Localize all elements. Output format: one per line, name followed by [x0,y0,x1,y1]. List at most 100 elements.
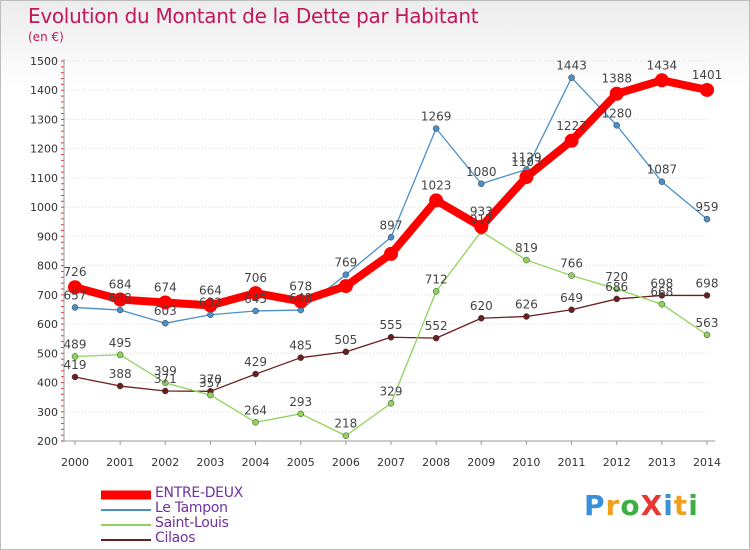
data-label: 388 [109,367,132,381]
data-point [432,125,440,132]
data-point [252,370,259,378]
data-point [387,333,395,341]
data-label: 357 [199,376,222,390]
x-tick-label: 2000 [61,456,89,469]
data-label: 897 [380,218,403,232]
x-tick-label: 2002 [151,456,179,469]
data-point [248,286,263,301]
data-point [68,280,82,295]
x-tick-label: 2006 [332,456,360,469]
x-tick-label: 2010 [512,456,540,469]
data-point [703,331,711,339]
data-point [523,313,530,320]
proxiti-logo: ProXiti [584,489,699,529]
y-tick-label: 1400 [30,84,58,97]
data-point [478,180,485,188]
data-label: 1434 [647,58,678,72]
data-point [71,353,79,360]
data-label: 603 [154,304,177,318]
chart-title: Evolution du Montant de la Dette par Hab… [28,4,479,28]
data-label: 485 [289,339,312,353]
data-label: 678 [289,279,312,293]
data-point [387,400,395,407]
data-point [700,82,714,97]
data-label: 620 [470,299,493,313]
data-label: 1227 [556,119,587,133]
legend-swatch [101,523,151,526]
data-point [568,306,575,314]
x-tick-label: 2008 [422,456,450,469]
data-label: 668 [650,285,673,299]
legend-item: Cilaos [101,530,351,547]
data-point [297,410,304,418]
data-label: 1103 [511,155,542,169]
data-point [429,193,444,208]
data-point [568,74,575,81]
logo-letter: o [620,489,641,522]
data-point [116,382,124,390]
data-label: 649 [560,291,583,305]
chart-legend: ENTRE-DEUX Le Tampon Saint-Louis Cilaos [101,485,351,547]
y-tick-label: 500 [37,347,58,360]
legend-label: Le Tampon [155,500,228,516]
legend-swatch [101,490,151,499]
data-label: 371 [154,372,177,386]
logo-letter: r [605,489,621,522]
data-label: 1280 [601,106,632,120]
data-label: 399 [154,364,177,378]
x-tick-label: 2011 [558,456,586,469]
legend-item: Le Tampon [101,500,351,517]
x-tick-label: 2013 [648,456,676,469]
data-label: 419 [64,358,87,372]
data-point [342,271,350,278]
data-label: 645 [244,292,267,306]
data-point [432,334,440,342]
data-point [293,294,308,309]
data-label: 698 [650,276,673,290]
logo-letter: P [584,489,606,522]
logo-letter: t [673,489,689,522]
legend-label: Saint-Louis [155,515,229,531]
data-label: 720 [605,270,628,284]
y-tick-label: 600 [37,318,58,331]
y-tick-label: 1200 [30,143,58,156]
data-label: 766 [560,257,583,271]
data-point [342,432,350,439]
data-label: 657 [64,288,87,302]
data-label: 626 [515,297,538,311]
data-point [523,256,530,264]
data-point [658,292,666,299]
data-point [478,314,485,322]
data-point [116,351,124,359]
y-tick-label: 1000 [30,201,58,214]
legend-swatch [101,538,151,541]
data-point [613,122,620,129]
data-label: 712 [425,272,448,286]
data-point [613,285,620,293]
data-label: 505 [334,333,357,347]
data-point [71,373,79,381]
data-point [207,311,214,318]
data-label: 293 [289,395,312,409]
y-tick-label: 1300 [30,113,58,126]
data-label: 648 [109,291,132,305]
y-tick-label: 1500 [30,55,58,68]
x-tick-label: 2014 [693,456,721,469]
x-tick-label: 2012 [603,456,631,469]
data-label: 698 [696,276,719,290]
data-point [162,379,169,387]
chart-subtitle: (en €) [28,30,64,44]
data-point [116,306,124,314]
data-point [113,292,128,307]
data-point [564,133,579,148]
data-label: 563 [696,316,719,330]
data-label: 429 [244,355,267,369]
data-point [519,170,534,185]
data-point [474,219,489,234]
data-label: 706 [244,271,267,285]
data-point [703,292,711,299]
y-tick-label: 200 [37,435,58,448]
x-tick-label: 2007 [377,456,405,469]
